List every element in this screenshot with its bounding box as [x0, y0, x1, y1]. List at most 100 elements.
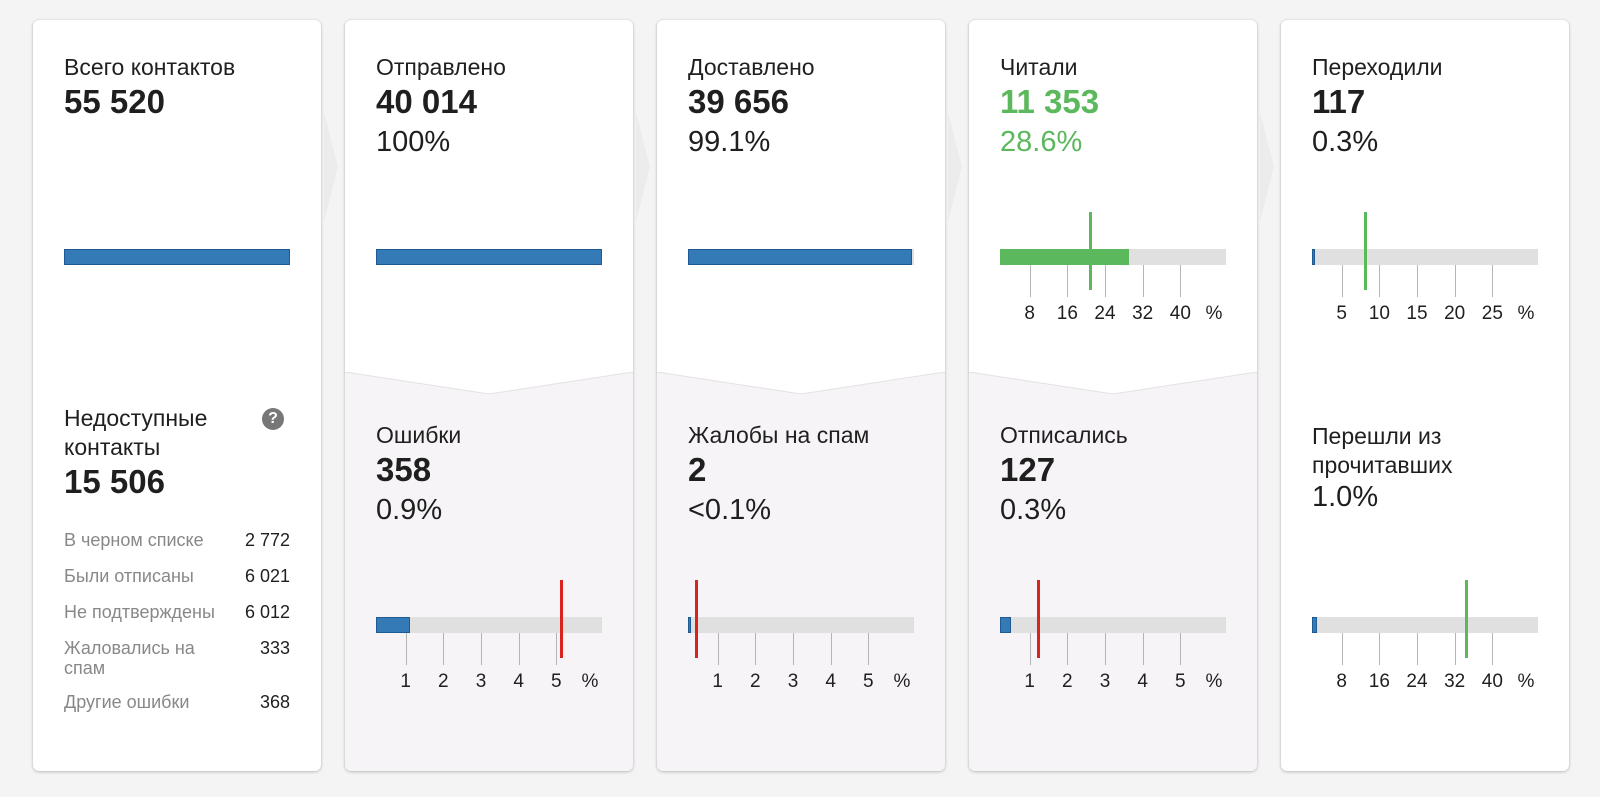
unsubscribed-value: 127 — [1000, 451, 1056, 488]
list-item: Были отписаны 6 021 — [64, 566, 290, 602]
benchmark-marker — [1036, 580, 1040, 658]
axis-tick — [1379, 633, 1381, 665]
total-contacts-bar — [64, 249, 290, 265]
spam-percent: <0.1% — [688, 494, 772, 526]
axis-tick — [481, 633, 482, 665]
sent-bar — [376, 249, 602, 265]
tick-label: 4 — [513, 671, 524, 692]
axis-tick — [518, 633, 520, 665]
tick-label: 2 — [438, 671, 449, 692]
delivered-card: Доставлено 39 656 99.1% Жалобы на спам 2… — [657, 20, 945, 771]
read-card: Читали 11 353 28.6% 8 16 24 32 40% Отписалис… — [969, 20, 1257, 771]
unsubscribed-percent: 0.3% — [1000, 494, 1067, 526]
tick-label: 1 — [400, 671, 411, 692]
tick-label: 20 — [1444, 303, 1466, 324]
tick-label: 32 — [1444, 671, 1466, 692]
axis-tick — [1379, 265, 1381, 297]
tick-label: 1 — [712, 671, 723, 692]
list-item: Другие ошибки 368 — [64, 692, 290, 728]
click-from-read-bar: 8 16 24 32 40% — [1312, 580, 1538, 692]
unsubscribed-label: Отписались — [1000, 422, 1128, 448]
tick-label: 5 — [1175, 671, 1186, 692]
errors-percent: 0.9% — [376, 494, 443, 526]
tick-label: 4 — [1137, 671, 1148, 692]
clicked-card: Переходили 117 0.3% 5 10 15 20 25% Перешли и… — [1281, 20, 1569, 771]
axis-tick — [1454, 265, 1456, 297]
tick-label: % — [1205, 671, 1223, 692]
clicked-value: 117 — [1312, 83, 1366, 120]
tick-label: % — [1517, 671, 1535, 692]
bar-fill — [376, 617, 410, 633]
delivered-bar — [688, 249, 914, 265]
axis-tick — [1341, 633, 1343, 665]
list-item-label: Другие ошибки — [64, 692, 190, 712]
axis-tick — [1105, 633, 1106, 665]
unavailable-contacts-value: 15 506 — [64, 463, 165, 500]
axis-tick — [1105, 265, 1106, 297]
list-item-label: В черном списке — [64, 530, 204, 550]
tick-label: 40 — [1481, 671, 1503, 692]
tick-label: % — [893, 671, 911, 692]
sent-value: 40 014 — [376, 83, 477, 120]
axis-tick — [755, 633, 757, 665]
axis-tick — [868, 633, 870, 665]
clicked-label: Переходили — [1312, 54, 1443, 80]
bar-fill — [1312, 249, 1315, 265]
spam-value: 2 — [688, 451, 707, 488]
errors-value: 358 — [376, 451, 432, 488]
tick-label: 5 — [863, 671, 874, 692]
tick-label: 24 — [1406, 671, 1428, 692]
delivered-value: 39 656 — [688, 83, 789, 120]
unavailable-breakdown-list: В черном списке 2 772 Были отписаны 6 02… — [64, 530, 290, 728]
sent-bar-fill — [376, 249, 602, 265]
total-contacts-bar-fill — [64, 249, 290, 265]
question-icon[interactable]: ? — [262, 408, 284, 430]
click-from-read-label: Перешли из прочитавших — [1312, 423, 1453, 478]
benchmark-marker — [559, 580, 563, 658]
bar-fill — [688, 617, 691, 633]
benchmark-marker — [1089, 212, 1093, 290]
tick-label: 3 — [787, 671, 799, 692]
sent-percent: 100% — [376, 126, 451, 158]
benchmark-marker — [1363, 212, 1367, 290]
read-label: Читали — [1000, 54, 1078, 80]
tick-label: 15 — [1406, 303, 1428, 324]
list-item-value: 6 012 — [244, 602, 290, 622]
section-notch — [657, 372, 945, 395]
click-from-read-percent: 1.0% — [1312, 481, 1379, 513]
list-item-label: Не подтверждены — [64, 602, 215, 622]
tick-label: 16 — [1368, 671, 1390, 692]
tick-label: 4 — [825, 671, 836, 692]
tick-label: % — [581, 671, 599, 692]
total-contacts-value: 55 520 — [64, 83, 165, 120]
read-bar: 8 16 24 32 40% — [1000, 212, 1226, 324]
clicked-bar: 5 10 15 20 25% — [1312, 212, 1538, 324]
tick-label: 24 — [1094, 303, 1116, 324]
total-contacts-card: Всего контактов 55 520 Недоступные конта… — [33, 20, 321, 771]
tick-label: 5 — [1336, 303, 1347, 324]
chevron-right-icon — [636, 112, 650, 222]
axis-tick — [717, 633, 719, 665]
chevron-right-icon — [324, 112, 338, 222]
sent-label: Отправлено — [376, 54, 506, 80]
unavailable-contacts-label: Недоступные контакты — [64, 405, 208, 460]
list-item-value: 333 — [259, 638, 290, 658]
axis-tick — [1417, 633, 1418, 665]
delivered-bar-fill — [688, 249, 912, 265]
read-value: 11 353 — [1000, 83, 1100, 120]
axis-tick — [1180, 265, 1182, 297]
tick-label: 2 — [750, 671, 761, 692]
delivered-percent: 99.1% — [688, 126, 771, 158]
errors-bar: 1 2 3 4 5% — [376, 580, 602, 692]
axis-tick — [1029, 265, 1031, 297]
list-item: В черном списке 2 772 — [64, 530, 290, 566]
tick-label: 16 — [1056, 303, 1078, 324]
tick-label: 25 — [1481, 303, 1503, 324]
list-item-value: 2 772 — [244, 530, 290, 550]
axis-tick — [1492, 633, 1494, 665]
bar-fill — [1312, 617, 1317, 633]
axis-tick — [405, 633, 407, 665]
tick-label: 40 — [1169, 303, 1191, 324]
list-item: Жаловались на спам 333 — [64, 638, 290, 692]
tick-label: 8 — [1024, 303, 1035, 324]
